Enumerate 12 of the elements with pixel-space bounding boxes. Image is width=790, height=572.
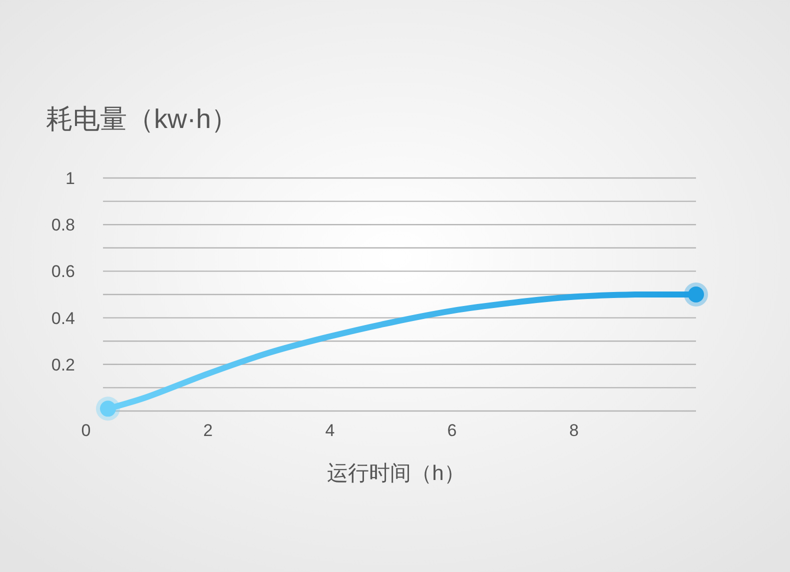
x-tick-label: 2: [203, 421, 213, 440]
x-axis-title: 运行时间（h）: [327, 462, 465, 485]
y-tick-label: 0.6: [51, 262, 75, 282]
y-tick-label: 1: [66, 169, 75, 188]
x-tick-label: 8: [569, 421, 579, 440]
x-tick-label: 0: [81, 421, 91, 440]
y-tick-label: 0.8: [51, 216, 75, 235]
x-tick-label: 4: [325, 421, 335, 440]
y-axis-title: 耗电量（kw·h）: [46, 104, 238, 134]
x-tick-label: 6: [447, 421, 457, 440]
y-tick-label: 0.2: [51, 355, 75, 374]
y-tick-label: 0.4: [51, 308, 75, 328]
